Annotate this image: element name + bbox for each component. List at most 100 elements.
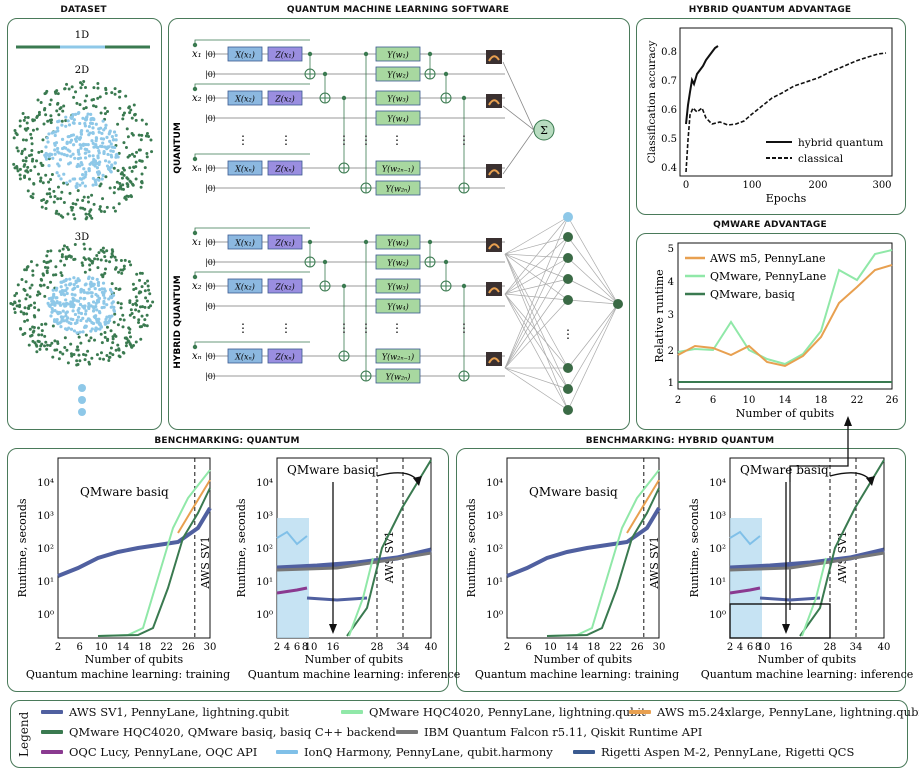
inner-point [83, 184, 87, 188]
outer-point [16, 169, 20, 173]
inner-point [71, 296, 75, 300]
ket-zero: |0⟩ [205, 372, 216, 381]
outer-point [76, 189, 80, 193]
outer-point [62, 201, 66, 205]
outer-point [103, 106, 107, 110]
outer-point [99, 332, 103, 336]
dataset-3d-scatter [9, 242, 155, 367]
ellipsis-dots: ⋮ [237, 133, 249, 147]
outer-point [50, 172, 54, 176]
gate-y [375, 66, 421, 82]
inner-point [83, 312, 88, 316]
outer-point [99, 111, 103, 115]
outer-point [23, 288, 27, 292]
train-xtick: 2 [55, 642, 61, 653]
outer-point [54, 273, 58, 277]
nn-output-node [613, 299, 623, 309]
outer-point [140, 172, 144, 176]
outer-point [69, 352, 73, 356]
outer-point [140, 118, 144, 122]
outer-point [23, 176, 27, 180]
outer-point [76, 198, 80, 202]
input-x: x₁ [192, 237, 202, 248]
outer-point [13, 310, 17, 314]
inner-point [83, 175, 87, 179]
inner-point [49, 314, 53, 318]
outer-point [42, 198, 46, 202]
outer-point [56, 197, 60, 201]
inner-point [75, 318, 79, 322]
qmware-basiq-series [346, 459, 432, 637]
outer-point [117, 202, 121, 206]
outer-point [112, 320, 116, 324]
outer-point [15, 146, 19, 150]
inner-point [100, 306, 104, 310]
cnot-control [322, 71, 328, 77]
outer-point [128, 153, 132, 157]
outer-point [57, 113, 61, 117]
outer-point [40, 329, 44, 333]
outer-point [120, 176, 124, 180]
gate-z [267, 348, 303, 364]
outer-point [128, 313, 132, 317]
outer-point [90, 193, 94, 197]
qml-title: QUANTUM MACHINE LEARNING SOFTWARE [286, 5, 510, 15]
inner-point [81, 316, 85, 321]
outer-point [20, 152, 24, 156]
inner-point [110, 294, 115, 298]
outer-point [65, 82, 69, 86]
outer-point [43, 334, 47, 338]
inf-xtick: 2 [274, 642, 280, 653]
outer-point [68, 191, 72, 195]
outer-point [121, 166, 125, 170]
ellipsis-dots: ⋮ [360, 133, 372, 147]
outer-point [139, 337, 143, 341]
inner-point [112, 305, 116, 309]
outer-point [22, 312, 26, 316]
outer-point [93, 257, 97, 261]
outer-point [96, 96, 100, 100]
inner-point [75, 164, 79, 169]
dataset-1d: 1D [16, 30, 150, 49]
gate-y-label: Y(w₂ₙ) [386, 185, 411, 194]
outer-point [83, 247, 87, 251]
hqa-xtick-2: 200 [808, 180, 827, 191]
ket-zero: |0⟩ [205, 282, 216, 291]
inner-point [69, 133, 74, 138]
outer-point [49, 249, 53, 253]
outer-point [147, 288, 151, 292]
inner-point [90, 139, 94, 143]
outer-point [25, 318, 29, 322]
outer-point [132, 165, 136, 169]
ibm-series [729, 551, 885, 572]
inner-point [71, 317, 75, 322]
outer-point [46, 343, 50, 347]
bench-hybrid-panel [456, 448, 906, 692]
outer-point [66, 361, 70, 365]
outer-point [72, 213, 76, 217]
outer-point [145, 151, 149, 155]
outer-point [16, 283, 20, 287]
bench-ytick: 10⁰ [486, 610, 503, 621]
qmware-ytick-4: 5 [668, 244, 674, 255]
inner-point [68, 161, 72, 165]
inner-point [101, 173, 105, 177]
inner-point [50, 310, 54, 314]
gate-x [227, 234, 263, 250]
outer-point [135, 272, 139, 276]
outer-point [82, 195, 86, 199]
inner-point [94, 122, 98, 126]
nn-node [563, 405, 573, 415]
quantum-circuit: |0⟩x₁ X(x₁) Z(x₁) Y(w₁)|0⟩ Y(w₂)|0⟩x₂ X(x₂) Z(… [192, 39, 535, 196]
outer-point [146, 299, 150, 303]
inner-point [96, 294, 100, 298]
outer-point [92, 104, 96, 108]
inner-point [101, 119, 105, 123]
outer-point [89, 259, 93, 263]
inner-point [91, 309, 96, 313]
outer-point [124, 146, 128, 150]
inner-point [73, 137, 78, 141]
outer-point [103, 210, 107, 214]
inner-point [98, 144, 103, 148]
outer-point [15, 304, 19, 308]
